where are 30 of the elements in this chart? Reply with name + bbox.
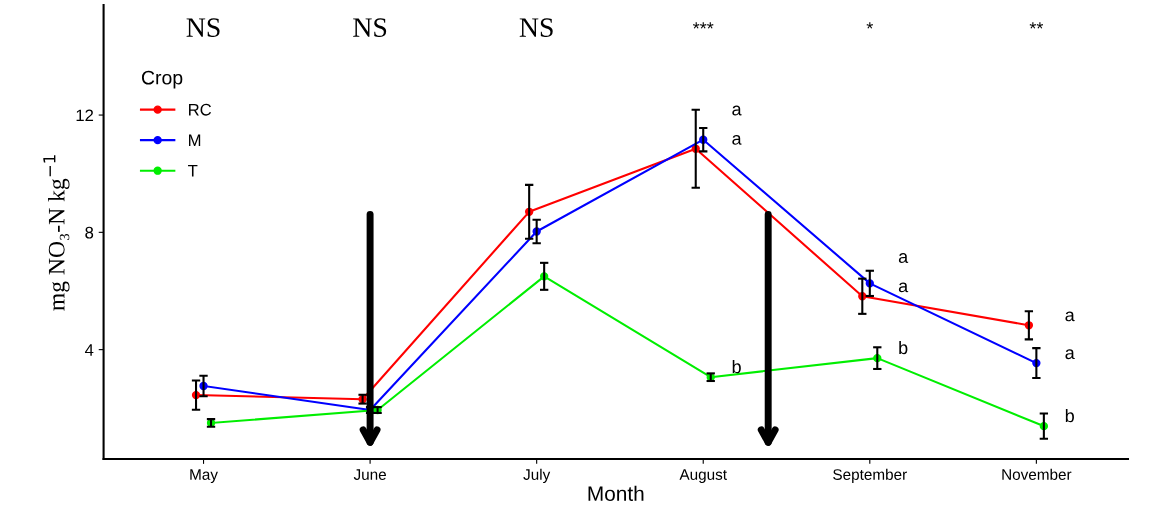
legend-label: RC [189, 103, 212, 116]
annotation: b [899, 340, 908, 355]
annotation: NS [186, 18, 220, 37]
annotation: ** [1029, 22, 1044, 29]
annotation: a [898, 282, 909, 293]
annotation: a [732, 105, 742, 116]
annotation: NS [353, 18, 387, 37]
annotation: b [732, 359, 741, 374]
legend-label: M [189, 134, 201, 146]
annotation: a [732, 134, 742, 145]
annotation: * [866, 22, 874, 29]
x-axis-title: Month [588, 485, 644, 502]
y-tick-label: 12 [76, 109, 94, 122]
annotation: a [1065, 349, 1075, 360]
x-tick-label: November [1002, 468, 1072, 480]
x-tick-label: June [353, 469, 386, 480]
legend-title: Crop [141, 70, 183, 89]
y-axis-title: mg NO₃-N kg$^{−1}$ [43, 155, 70, 311]
x-tick-label: September [833, 468, 907, 483]
legend-label: T [188, 165, 198, 177]
annotation: b [1065, 408, 1074, 423]
annotation: *** [692, 22, 714, 29]
x-tick-label: August [679, 469, 727, 483]
annotation: NS [519, 18, 553, 37]
y-tick-label: 8 [85, 226, 94, 239]
annotation: a [1065, 311, 1075, 322]
x-tick-label: July [523, 468, 551, 483]
x-tick-label: May [190, 469, 218, 483]
annotation: a [898, 253, 909, 263]
y-tick-label: 4 [84, 344, 94, 356]
